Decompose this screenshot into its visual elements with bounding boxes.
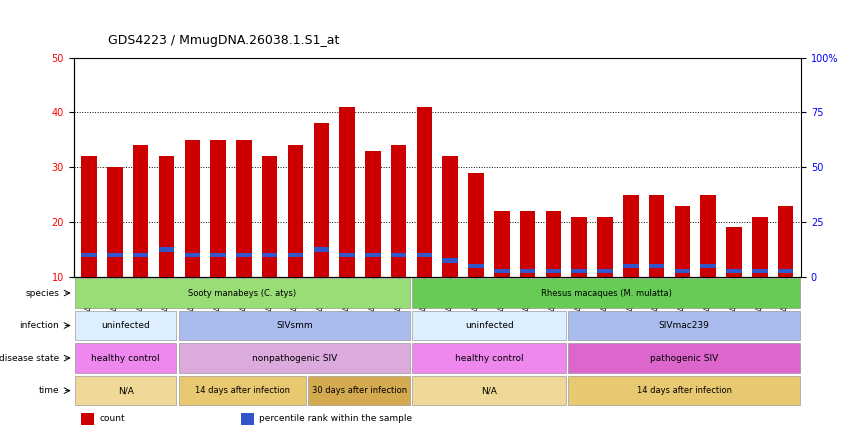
Bar: [675, 269, 690, 274]
Bar: [568, 376, 800, 405]
Bar: [727, 269, 741, 274]
Bar: [365, 151, 380, 277]
Text: N/A: N/A: [118, 386, 133, 395]
Bar: [701, 264, 716, 268]
Bar: [412, 376, 566, 405]
Text: uninfected: uninfected: [465, 321, 514, 330]
Bar: [598, 217, 613, 277]
Bar: [74, 311, 177, 340]
Text: N/A: N/A: [481, 386, 497, 395]
Bar: [412, 344, 566, 373]
Text: GDS4223 / MmugDNA.26038.1.S1_at: GDS4223 / MmugDNA.26038.1.S1_at: [108, 34, 339, 47]
Bar: [210, 253, 226, 257]
Bar: [417, 107, 432, 277]
Bar: [546, 269, 561, 274]
Bar: [133, 145, 148, 277]
Text: percentile rank within the sample: percentile rank within the sample: [259, 414, 412, 423]
Text: 30 days after infection: 30 days after infection: [312, 386, 407, 395]
Bar: [262, 253, 277, 257]
Bar: [469, 264, 484, 268]
Bar: [158, 247, 174, 252]
Text: 14 days after infection: 14 days after infection: [195, 386, 290, 395]
Bar: [339, 253, 355, 257]
Bar: [178, 344, 410, 373]
Bar: [494, 211, 509, 277]
Bar: [339, 107, 355, 277]
Bar: [412, 311, 566, 340]
Bar: [412, 278, 800, 308]
Bar: [568, 311, 800, 340]
Bar: [74, 344, 177, 373]
Bar: [752, 269, 767, 274]
Bar: [469, 173, 484, 277]
Bar: [81, 413, 94, 425]
Bar: [443, 156, 458, 277]
Bar: [568, 344, 800, 373]
Bar: [417, 253, 432, 257]
Bar: [241, 413, 254, 425]
Bar: [81, 156, 97, 277]
Bar: [133, 253, 148, 257]
Bar: [623, 194, 638, 277]
Bar: [107, 167, 123, 277]
Bar: [494, 269, 509, 274]
Text: species: species: [25, 289, 59, 297]
Bar: [313, 247, 329, 252]
Bar: [727, 227, 741, 277]
Bar: [675, 206, 690, 277]
Bar: [391, 145, 406, 277]
Bar: [158, 156, 174, 277]
Bar: [365, 253, 380, 257]
Text: Sooty manabeys (C. atys): Sooty manabeys (C. atys): [189, 289, 296, 297]
Bar: [308, 376, 410, 405]
Text: 14 days after infection: 14 days after infection: [637, 386, 732, 395]
Bar: [598, 269, 613, 274]
Bar: [520, 269, 535, 274]
Bar: [288, 253, 303, 257]
Bar: [184, 140, 200, 277]
Bar: [778, 269, 793, 274]
Text: SIVsmm: SIVsmm: [276, 321, 313, 330]
Text: Rhesus macaques (M. mulatta): Rhesus macaques (M. mulatta): [540, 289, 672, 297]
Bar: [236, 140, 252, 277]
Bar: [107, 253, 123, 257]
Bar: [262, 156, 277, 277]
Text: uninfected: uninfected: [101, 321, 150, 330]
Bar: [236, 253, 252, 257]
Bar: [81, 253, 97, 257]
Bar: [649, 264, 664, 268]
Bar: [649, 194, 664, 277]
Bar: [178, 376, 307, 405]
Text: SIVmac239: SIVmac239: [659, 321, 709, 330]
Bar: [178, 311, 410, 340]
Bar: [623, 264, 638, 268]
Text: disease state: disease state: [0, 353, 59, 363]
Text: healthy control: healthy control: [455, 353, 524, 363]
Bar: [288, 145, 303, 277]
Bar: [210, 140, 226, 277]
Bar: [520, 211, 535, 277]
Bar: [572, 217, 587, 277]
Bar: [572, 269, 587, 274]
Text: infection: infection: [19, 321, 59, 330]
Bar: [752, 217, 767, 277]
Bar: [546, 211, 561, 277]
Text: nonpathogenic SIV: nonpathogenic SIV: [252, 353, 337, 363]
Bar: [701, 194, 716, 277]
Text: healthy control: healthy control: [91, 353, 160, 363]
Text: pathogenic SIV: pathogenic SIV: [650, 353, 718, 363]
Text: time: time: [38, 386, 59, 395]
Bar: [74, 278, 410, 308]
Text: count: count: [99, 414, 125, 423]
Bar: [778, 206, 793, 277]
Bar: [313, 123, 329, 277]
Bar: [443, 258, 458, 262]
Bar: [184, 253, 200, 257]
Bar: [391, 253, 406, 257]
Bar: [74, 376, 177, 405]
